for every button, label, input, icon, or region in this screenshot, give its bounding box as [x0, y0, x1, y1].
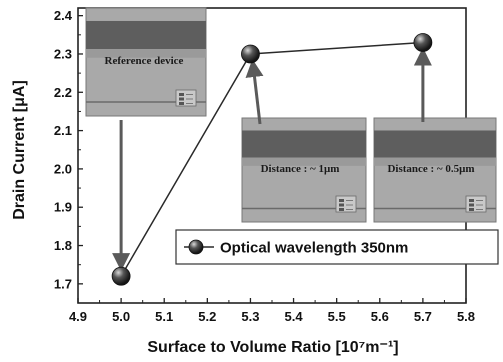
inset-dark-layer	[242, 130, 366, 158]
device-inset-image: Reference device	[85, 7, 207, 117]
x-tick-label: 5.1	[155, 309, 173, 324]
y-tick-label: 1.8	[54, 238, 72, 253]
x-axis-title: Surface to Volume Ratio [10⁷m⁻¹]	[147, 339, 398, 356]
y-tick-label: 1.9	[54, 200, 72, 215]
x-tick-label: 5.8	[457, 309, 475, 324]
x-tick-label: 5.3	[241, 309, 259, 324]
inset-mid-layer	[374, 157, 496, 166]
y-tick-label: 2.3	[54, 46, 72, 61]
y-tick-label: 2.0	[54, 161, 72, 176]
legend-label: Optical wavelength 350nm	[220, 240, 408, 257]
y-axis-title: Drain Current [μA]	[11, 80, 28, 220]
inset-mid-layer	[86, 49, 206, 58]
inset-colorbar-swatch	[179, 93, 184, 96]
inset-label: Distance : ~ 0.5μm	[387, 163, 474, 175]
legend-marker	[188, 239, 204, 255]
data-point	[241, 44, 260, 64]
x-tick-label: 5.5	[328, 309, 346, 324]
device-inset-image: Distance : ~ 1μm	[241, 117, 367, 223]
x-tick-label: 5.7	[414, 309, 432, 324]
inset-dark-layer	[86, 20, 206, 50]
data-point	[413, 33, 433, 52]
x-tick-label: 5.2	[198, 309, 216, 324]
legend-box	[175, 229, 499, 265]
y-tick-label: 1.7	[54, 276, 72, 291]
x-tick-label: 5.0	[112, 309, 130, 324]
device-inset-image: Distance : ~ 0.5μm	[373, 117, 497, 223]
inset-colorbar-swatch	[469, 203, 474, 207]
inset-colorbar-swatch	[339, 203, 344, 207]
inset-colorbar-swatch	[179, 102, 184, 105]
x-tick-label: 4.9	[69, 309, 87, 324]
inset-label: Distance : ~ 1μm	[261, 163, 340, 175]
inset-colorbar-swatch	[469, 199, 474, 202]
x-tick-label: 5.4	[285, 309, 304, 324]
data-point	[111, 266, 131, 286]
y-tick-label: 2.2	[54, 85, 72, 100]
inset-dark-layer	[374, 130, 496, 158]
inset-colorbar-swatch	[469, 208, 474, 211]
y-tick-label: 2.4	[54, 8, 73, 23]
x-tick-label: 5.6	[371, 309, 389, 324]
y-tick-label: 2.1	[54, 123, 72, 138]
inset-label: Reference device	[105, 55, 184, 67]
inset-colorbar-swatch	[339, 208, 344, 211]
inset-colorbar-swatch	[339, 199, 344, 202]
inset-colorbar-swatch	[179, 97, 184, 101]
inset-pointer-arrow	[245, 59, 264, 125]
inset-mid-layer	[242, 157, 366, 166]
